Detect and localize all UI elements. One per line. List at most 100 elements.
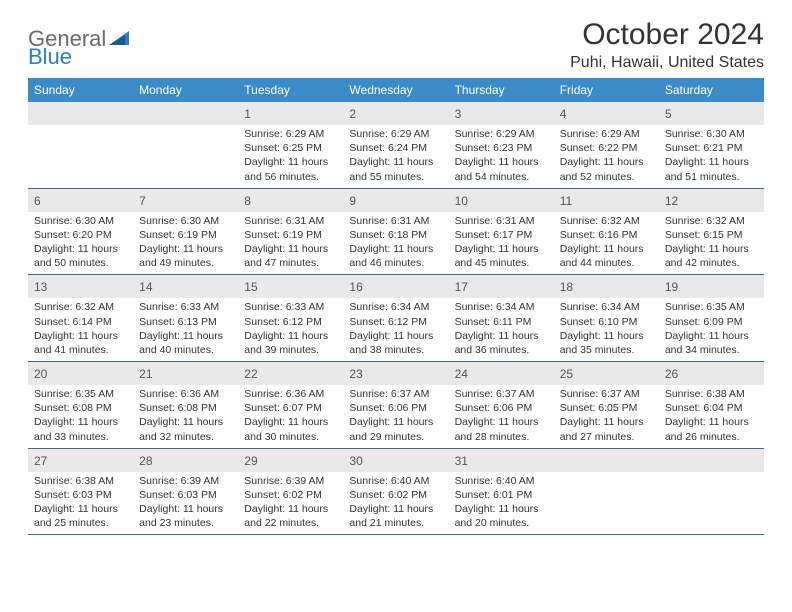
day-number: 14 [139, 280, 152, 294]
day-number: 13 [34, 280, 47, 294]
day-details: Sunrise: 6:33 AMSunset: 6:12 PMDaylight:… [238, 298, 343, 361]
day-number: 30 [349, 454, 362, 468]
day-number: 1 [244, 107, 251, 121]
calendar-day-cell: 24Sunrise: 6:37 AMSunset: 6:06 PMDayligh… [449, 362, 554, 449]
day-number: 26 [665, 367, 678, 381]
daynum-bar-empty [659, 449, 764, 472]
day-details: Sunrise: 6:40 AMSunset: 6:01 PMDaylight:… [449, 472, 554, 535]
calendar-day-cell: 11Sunrise: 6:32 AMSunset: 6:16 PMDayligh… [554, 188, 659, 275]
location: Puhi, Hawaii, United States [570, 54, 764, 72]
daynum-bar: 5 [659, 102, 764, 125]
calendar-day-cell: 20 Sunrise: 6:35 AMSunset: 6:08 PMDayligh… [28, 362, 133, 449]
day-number: 7 [139, 194, 146, 208]
daynum-bar: 31 [449, 449, 554, 472]
day-details: Sunrise: 6:30 AMSunset: 6:19 PMDaylight:… [133, 212, 238, 275]
daynum-bar: 7 [133, 189, 238, 212]
daynum-bar: 15 [238, 275, 343, 298]
daynum-bar: 28 [133, 449, 238, 472]
header: General October 2024 Puhi, Hawaii, Unite… [28, 18, 764, 72]
weekday-header-row: Sunday Monday Tuesday Wednesday Thursday… [28, 78, 764, 102]
day-number: 4 [560, 107, 567, 121]
calendar-day-cell: 25 Sunrise: 6:37 AMSunset: 6:05 PMDayligh… [554, 362, 659, 449]
day-number: 19 [665, 280, 678, 294]
calendar-day-cell [133, 102, 238, 188]
calendar-day-cell: 8Sunrise: 6:31 AMSunset: 6:19 PMDaylight… [238, 188, 343, 275]
day-details: Sunrise: 6:31 AMSunset: 6:18 PMDaylight:… [343, 212, 448, 275]
day-details: Sunrise: 6:29 AMSunset: 6:22 PMDaylight:… [554, 125, 659, 188]
daynum-bar-empty [554, 449, 659, 472]
calendar-day-cell: 7 Sunrise: 6:30 AMSunset: 6:19 PMDaylight… [133, 188, 238, 275]
calendar-table: Sunday Monday Tuesday Wednesday Thursday… [28, 78, 764, 535]
calendar-day-cell: 14 Sunrise: 6:33 AMSunset: 6:13 PMDayligh… [133, 275, 238, 362]
day-number: 24 [455, 367, 468, 381]
day-details: Sunrise: 6:40 AMSunset: 6:02 PMDaylight:… [343, 472, 448, 535]
weekday-header: Wednesday [343, 78, 448, 102]
day-details: Sunrise: 6:30 AMSunset: 6:21 PMDaylight:… [659, 125, 764, 188]
calendar-day-cell: 30 Sunrise: 6:40 AMSunset: 6:02 PMDayligh… [343, 448, 448, 535]
calendar-day-cell: 4 Sunrise: 6:29 AMSunset: 6:22 PMDaylight… [554, 102, 659, 188]
weekday-header: Saturday [659, 78, 764, 102]
day-details: Sunrise: 6:37 AMSunset: 6:05 PMDaylight:… [554, 385, 659, 448]
daynum-bar: 14 [133, 275, 238, 298]
day-number: 8 [244, 194, 251, 208]
day-details: Sunrise: 6:39 AMSunset: 6:02 PMDaylight:… [238, 472, 343, 535]
daynum-bar: 19 [659, 275, 764, 298]
daynum-bar-empty [28, 102, 133, 125]
day-details: Sunrise: 6:37 AMSunset: 6:06 PMDaylight:… [343, 385, 448, 448]
day-details: Sunrise: 6:29 AMSunset: 6:24 PMDaylight:… [343, 125, 448, 188]
calendar-day-cell: 2Sunrise: 6:29 AMSunset: 6:24 PMDaylight… [343, 102, 448, 188]
day-details: Sunrise: 6:30 AMSunset: 6:20 PMDaylight:… [28, 212, 133, 275]
day-number: 20 [34, 367, 47, 381]
calendar-day-cell: 1 Sunrise: 6:29 AMSunset: 6:25 PMDaylight… [238, 102, 343, 188]
calendar-day-cell [554, 448, 659, 535]
daynum-bar: 9 [343, 189, 448, 212]
day-details: Sunrise: 6:32 AMSunset: 6:16 PMDaylight:… [554, 212, 659, 275]
daynum-bar: 8 [238, 189, 343, 212]
daynum-bar: 17 [449, 275, 554, 298]
month-title: October 2024 [570, 18, 764, 52]
day-details: Sunrise: 6:39 AMSunset: 6:03 PMDaylight:… [133, 472, 238, 535]
logo-triangle-icon [109, 29, 129, 50]
calendar-day-cell: 10Sunrise: 6:31 AMSunset: 6:17 PMDayligh… [449, 188, 554, 275]
daynum-bar: 25 [554, 362, 659, 385]
daynum-bar: 21 [133, 362, 238, 385]
daynum-bar: 16 [343, 275, 448, 298]
calendar-day-cell: 16 Sunrise: 6:34 AMSunset: 6:12 PMDayligh… [343, 275, 448, 362]
daynum-bar: 20 [28, 362, 133, 385]
daynum-bar: 13 [28, 275, 133, 298]
day-number: 16 [349, 280, 362, 294]
daynum-bar: 23 [343, 362, 448, 385]
weekday-header: Monday [133, 78, 238, 102]
daynum-bar: 24 [449, 362, 554, 385]
day-details: Sunrise: 6:36 AMSunset: 6:08 PMDaylight:… [133, 385, 238, 448]
daynum-bar: 18 [554, 275, 659, 298]
calendar-week-row: 13Sunrise: 6:32 AMSunset: 6:14 PMDayligh… [28, 275, 764, 362]
day-number: 28 [139, 454, 152, 468]
day-number: 25 [560, 367, 573, 381]
day-number: 6 [34, 194, 41, 208]
daynum-bar: 30 [343, 449, 448, 472]
daynum-bar: 6 [28, 189, 133, 212]
day-number: 21 [139, 367, 152, 381]
daynum-bar: 26 [659, 362, 764, 385]
calendar-day-cell: 28 Sunrise: 6:39 AMSunset: 6:03 PMDayligh… [133, 448, 238, 535]
calendar-week-row: 27Sunrise: 6:38 AMSunset: 6:03 PMDayligh… [28, 448, 764, 535]
calendar-day-cell: 22Sunrise: 6:36 AMSunset: 6:07 PMDayligh… [238, 362, 343, 449]
day-details: Sunrise: 6:34 AMSunset: 6:10 PMDaylight:… [554, 298, 659, 361]
weekday-header: Sunday [28, 78, 133, 102]
day-details: Sunrise: 6:33 AMSunset: 6:13 PMDaylight:… [133, 298, 238, 361]
calendar-day-cell: 19Sunrise: 6:35 AMSunset: 6:09 PMDayligh… [659, 275, 764, 362]
calendar-week-row: 6 Sunrise: 6:30 AMSunset: 6:20 PMDaylight… [28, 188, 764, 275]
weekday-header: Friday [554, 78, 659, 102]
day-details: Sunrise: 6:34 AMSunset: 6:12 PMDaylight:… [343, 298, 448, 361]
logo-sub: Blue [28, 44, 72, 70]
calendar-day-cell: 18Sunrise: 6:34 AMSunset: 6:10 PMDayligh… [554, 275, 659, 362]
daynum-bar: 11 [554, 189, 659, 212]
day-details: Sunrise: 6:31 AMSunset: 6:17 PMDaylight:… [449, 212, 554, 275]
day-details: Sunrise: 6:29 AMSunset: 6:25 PMDaylight:… [238, 125, 343, 188]
calendar-day-cell: 29Sunrise: 6:39 AMSunset: 6:02 PMDayligh… [238, 448, 343, 535]
day-details: Sunrise: 6:32 AMSunset: 6:15 PMDaylight:… [659, 212, 764, 275]
calendar-week-row: 1 Sunrise: 6:29 AMSunset: 6:25 PMDaylight… [28, 102, 764, 188]
day-details: Sunrise: 6:35 AMSunset: 6:08 PMDaylight:… [28, 385, 133, 448]
day-number: 17 [455, 280, 468, 294]
